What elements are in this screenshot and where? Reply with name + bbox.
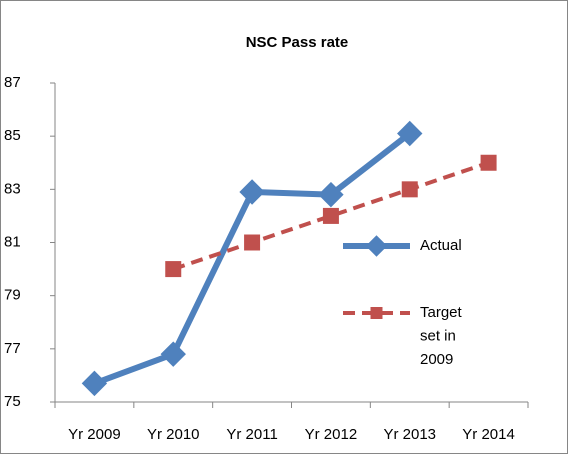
x-tick-label: Yr 2013 (383, 426, 436, 443)
y-tick-label: 85 (4, 127, 21, 144)
marker (81, 370, 108, 397)
y-tick-label: 87 (4, 74, 21, 91)
marker (370, 307, 383, 319)
marker (165, 261, 182, 278)
x-tick-label: Yr 2009 (68, 426, 121, 443)
y-tick-label: 79 (4, 287, 21, 304)
legend-label: Target set in 2009 (420, 304, 463, 368)
marker (239, 179, 265, 205)
y-tick-label: 77 (4, 340, 21, 357)
y-tick-label: 83 (4, 180, 21, 197)
y-tick-label: 81 (4, 233, 21, 250)
series-line (172, 160, 490, 271)
chart-title: NSC Pass rate (246, 34, 349, 51)
marker (160, 341, 186, 367)
x-tick-label: Yr 2011 (226, 426, 277, 443)
marker (401, 181, 418, 198)
y-tick-label: 75 (4, 393, 21, 410)
marker (244, 234, 261, 251)
x-tick-label: Yr 2014 (462, 426, 515, 443)
marker (365, 235, 388, 257)
x-tick-label: Yr 2012 (305, 426, 358, 443)
marker (322, 207, 339, 224)
marker (480, 154, 497, 171)
legend-label: Actual (420, 237, 462, 254)
marker (397, 120, 423, 147)
x-tick-label: Yr 2010 (147, 426, 200, 443)
marker (318, 181, 344, 208)
